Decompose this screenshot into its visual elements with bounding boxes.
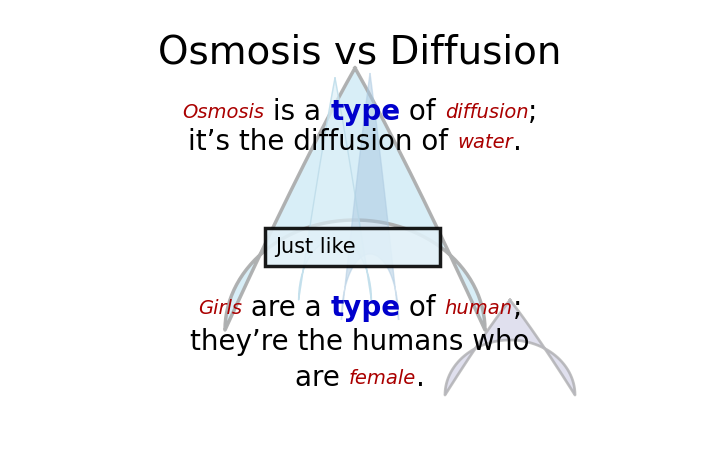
Polygon shape	[445, 300, 575, 395]
Text: are: are	[295, 364, 348, 392]
Text: human: human	[445, 298, 513, 318]
Text: type: type	[330, 294, 400, 322]
Text: they’re the humans who: they’re the humans who	[190, 328, 530, 356]
Text: it’s the diffusion of: it’s the diffusion of	[189, 128, 457, 156]
Text: ;: ;	[513, 294, 522, 322]
Text: diffusion: diffusion	[445, 103, 528, 122]
Text: Osmosis: Osmosis	[182, 103, 264, 122]
Text: of: of	[400, 294, 445, 322]
Text: ;: ;	[528, 98, 538, 126]
Text: is a: is a	[264, 98, 330, 126]
FancyBboxPatch shape	[265, 228, 440, 266]
Text: type: type	[330, 98, 400, 126]
Polygon shape	[225, 68, 485, 330]
Text: are a: are a	[242, 294, 330, 322]
Text: female: female	[348, 369, 416, 387]
Text: .: .	[513, 128, 522, 156]
Text: Just like: Just like	[275, 237, 356, 257]
Text: .: .	[416, 364, 425, 392]
Text: Osmosis vs Diffusion: Osmosis vs Diffusion	[158, 33, 562, 71]
Polygon shape	[341, 73, 399, 320]
Text: of: of	[400, 98, 445, 126]
Polygon shape	[299, 78, 372, 300]
Text: Girls: Girls	[198, 298, 242, 318]
Text: water: water	[457, 132, 513, 152]
